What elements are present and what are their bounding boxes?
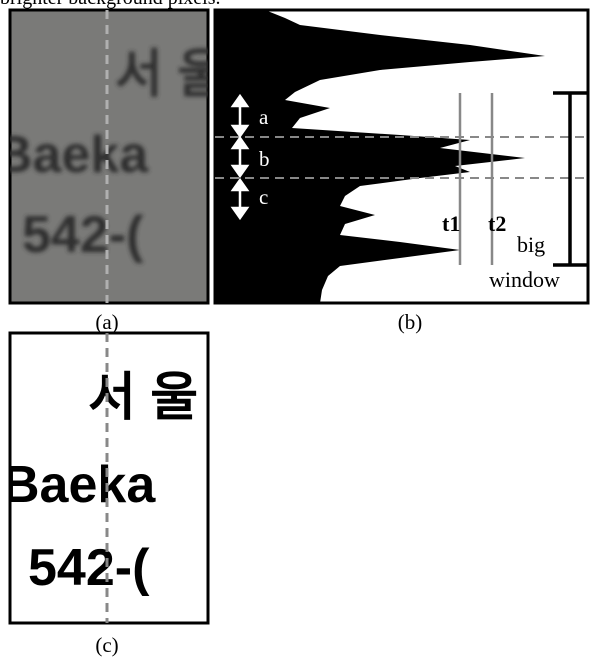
image-text: Baeka [0,126,149,184]
image-text: Baeka [2,456,156,514]
threshold-label: t1 [442,211,460,236]
window-label: window [489,267,560,292]
threshold-label: t2 [488,211,506,236]
region-label: c [259,185,268,209]
caption: (c) [95,633,118,657]
image-text: 서 울 [88,369,198,427]
window-label: big [517,232,545,257]
top-text: brighter background pixels. [0,0,221,9]
caption: (a) [95,310,118,334]
image-text: 542-( [22,206,144,264]
image-text: 542-( [28,539,150,597]
region-label: a [259,105,269,129]
figure: brighter background pixels. 서 울 Baeka 54… [0,0,590,661]
caption: (b) [398,310,423,334]
region-label: b [259,147,270,171]
